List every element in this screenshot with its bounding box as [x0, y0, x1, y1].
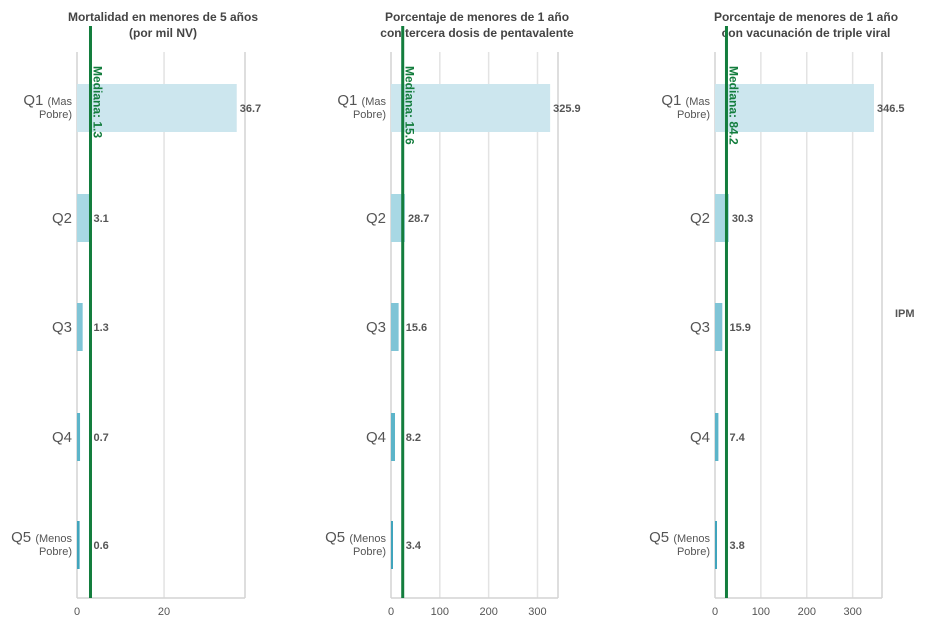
category-label: Q4	[690, 429, 710, 446]
x-tick-label: 100	[752, 606, 770, 618]
median-label: Mediana: 84.2	[726, 66, 740, 145]
bar	[77, 413, 81, 461]
category-label: Q5 (Menos	[649, 529, 710, 546]
x-tick-label: 300	[843, 606, 861, 618]
chart-panel-3: Porcentaje de menores de 1 año con vacuna…	[649, 10, 904, 618]
chart-title-line: Mortalidad en menores de 5 años	[68, 10, 258, 24]
data-label: 346.5	[877, 103, 905, 115]
bar	[77, 84, 237, 132]
bar	[391, 303, 399, 351]
x-tick-label: 20	[158, 606, 170, 618]
category-label-sub: Pobre)	[677, 546, 710, 558]
category-label: Q2	[52, 210, 72, 227]
chart-title-line: (por mil NV)	[129, 26, 197, 40]
data-label: 3.4	[406, 540, 422, 552]
data-label: 15.6	[406, 322, 427, 334]
bar	[77, 521, 80, 569]
median-label: Mediana: 1.3	[90, 66, 104, 138]
data-label: 3.8	[729, 540, 744, 552]
data-label: 30.3	[732, 213, 753, 225]
chart-title-line: con tercera dosis de pentavalente	[380, 26, 574, 40]
category-label-sub: Pobre)	[677, 109, 710, 121]
x-tick-label: 200	[479, 606, 497, 618]
x-tick-label: 0	[74, 606, 80, 618]
category-label-sub: Pobre)	[353, 546, 386, 558]
chart-title-line: con vacunación de triple viral	[722, 26, 891, 40]
x-tick-label: 0	[712, 606, 718, 618]
bar	[715, 521, 717, 569]
chart-title-line: Porcentaje de menores de 1 año	[714, 10, 898, 24]
bar	[77, 303, 83, 351]
bar	[715, 84, 874, 132]
category-label: Q3	[366, 319, 386, 336]
category-label: Q5 (Menos	[325, 529, 386, 546]
data-label: 0.7	[93, 432, 108, 444]
bar	[391, 521, 393, 569]
x-tick-label: 0	[388, 606, 394, 618]
chart-title-line: Porcentaje de menores de 1 año	[385, 10, 569, 24]
category-label: Q2	[366, 210, 386, 227]
category-label: Q4	[366, 429, 386, 446]
category-label-sub: Pobre)	[353, 109, 386, 121]
category-label: Q3	[690, 319, 710, 336]
data-label: 36.7	[240, 103, 261, 115]
chart-panel-1: Mortalidad en menores de 5 años (por mil …	[11, 10, 261, 618]
category-label: Q4	[52, 429, 72, 446]
category-label: Q1 (Mas	[661, 92, 710, 109]
bar	[391, 84, 551, 132]
category-label: Q2	[690, 210, 710, 227]
data-label: 3.1	[93, 213, 108, 225]
category-label-sub: Pobre)	[39, 546, 72, 558]
bar	[715, 303, 723, 351]
chart-panel-2: Porcentaje de menores de 1 año con tercer…	[325, 10, 581, 618]
bar	[715, 413, 719, 461]
median-label: Mediana: 15.6	[403, 66, 417, 145]
x-tick-label: 100	[431, 606, 449, 618]
data-label: 325.9	[553, 103, 581, 115]
category-label: Q1 (Mas	[337, 92, 386, 109]
data-label: 8.2	[406, 432, 421, 444]
data-label: 1.3	[93, 322, 108, 334]
bar	[77, 194, 91, 242]
data-label: 7.4	[729, 432, 745, 444]
data-label: 0.6	[93, 540, 108, 552]
x-tick-label: 200	[798, 606, 816, 618]
side-label-ipm: IPM	[895, 308, 915, 320]
x-tick-label: 300	[528, 606, 546, 618]
bar	[391, 413, 396, 461]
category-label: Q1 (Mas	[23, 92, 72, 109]
data-label: 15.9	[729, 322, 750, 334]
category-label: Q5 (Menos	[11, 529, 72, 546]
category-label-sub: Pobre)	[39, 109, 72, 121]
data-label: 28.7	[408, 213, 429, 225]
category-label: Q3	[52, 319, 72, 336]
